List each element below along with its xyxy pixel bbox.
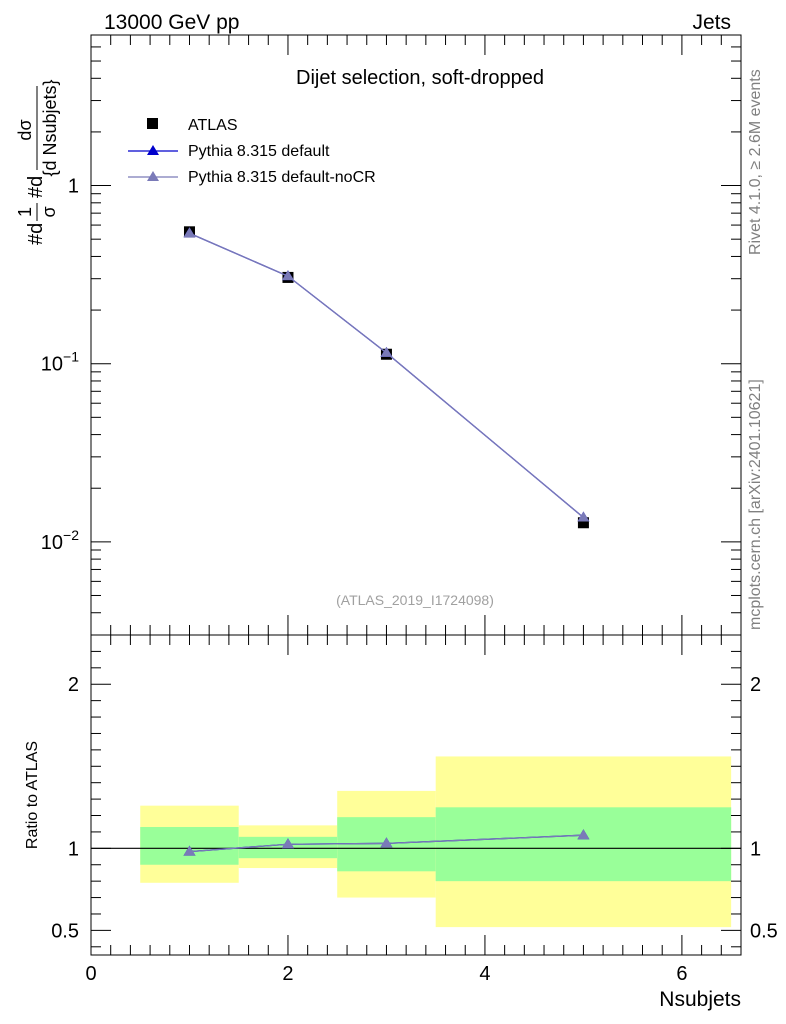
ratio-pythia-nocr-line xyxy=(189,834,584,853)
ratio-pythia-nocr-point xyxy=(577,829,590,840)
ratio-x-ticks: 0 2 4 6 xyxy=(85,635,742,985)
ratio-y-tick-label-right: 2 xyxy=(750,674,761,696)
ratio-y-tick-label-right: 0.5 xyxy=(750,920,778,942)
legend-pythia-default-label: Pythia 8.315 default xyxy=(188,143,330,160)
ratio-y-axis-label: Ratio to ATLAS xyxy=(24,741,41,849)
main-y-axis-label: #d 1 σ #d dσ {d Nsubjets} xyxy=(15,79,60,245)
pythia-default-line xyxy=(189,232,584,518)
ylabel-frac1-den: σ xyxy=(39,206,59,217)
main-y-ticks xyxy=(91,34,741,636)
main-y-tick-label-base: 1 xyxy=(68,176,79,198)
analysis-id-watermark: (ATLAS_2019_I1724098) xyxy=(336,592,494,608)
legend: ATLAS Pythia 8.315 default Pythia 8.315 … xyxy=(128,117,376,186)
main-y-tick-label-base: 10 xyxy=(41,532,63,554)
main-y-tick-label-exponent: −1 xyxy=(63,349,79,365)
main-x-ticks xyxy=(90,35,742,635)
ratio-panel: 0.5 0.5 1 1 2 2 0 2 4 6 Ratio to ATLAS Nsubjets xyxy=(24,634,778,1011)
ylabel-prefix: #d xyxy=(25,223,47,245)
main-series-group xyxy=(183,226,590,529)
pythia-nocr-point xyxy=(281,270,294,281)
main-y-tick-label: 10−2 xyxy=(41,527,79,554)
main-y-tick-labels: 110−110−2 xyxy=(41,176,79,554)
legend-pythia-default-marker xyxy=(147,145,159,155)
ratio-pythia-nocr-point xyxy=(380,837,393,848)
main-panel: Dijet selection, soft-dropped 110−110−2 … xyxy=(15,34,742,636)
atlas-data-point xyxy=(577,517,589,529)
plot-title: Dijet selection, soft-dropped xyxy=(296,67,544,89)
collision-label: 13000 GeV pp xyxy=(104,11,239,34)
ratio-y-tick-label-left: 0.5 xyxy=(51,920,79,942)
main-y-tick-label: 10−1 xyxy=(41,349,79,376)
ylabel-frac2-den: {d Nsubjets} xyxy=(40,79,60,176)
main-y-tick-label: 1 xyxy=(68,176,79,198)
main-y-tick-label-base: 10 xyxy=(41,354,63,376)
x-tick-label: 2 xyxy=(282,963,293,985)
ylabel-frac1-num: 1 xyxy=(15,207,35,217)
ratio-pythia-nocr-point xyxy=(183,845,196,856)
ratio-y-tick-label-left: 1 xyxy=(68,838,79,860)
pythia-nocr-point xyxy=(380,346,393,357)
legend-pythia-nocr-marker xyxy=(147,171,159,181)
ratio-plot-frame xyxy=(90,634,742,956)
main-y-tick-label-exponent: −2 xyxy=(63,527,79,543)
pythia-nocr-point xyxy=(577,511,590,522)
ylabel-middle: #d xyxy=(25,176,47,198)
legend-atlas-marker xyxy=(147,118,158,129)
ratio-uncertainty-bands xyxy=(140,756,732,928)
ratio-pythia-nocr-point xyxy=(281,838,294,849)
process-label: Jets xyxy=(692,11,731,34)
ratio-series-group xyxy=(183,829,590,856)
ratio-y-tick-label-left: 2 xyxy=(68,674,79,696)
legend-atlas-label: ATLAS xyxy=(188,117,238,134)
x-tick-label: 6 xyxy=(676,963,687,985)
mcplots-reference-label: mcplots.cern.ch [arXiv:2401.10621] xyxy=(747,379,764,630)
x-tick-label: 0 xyxy=(85,963,96,985)
x-axis-label: Nsubjets xyxy=(659,988,741,1011)
ylabel-frac2-num: dσ xyxy=(15,119,35,140)
ratio-y-ticks: 0.5 0.5 1 1 2 2 xyxy=(51,650,778,948)
pythia-nocr-line xyxy=(189,232,584,518)
ratio-y-tick-label-right: 1 xyxy=(750,838,761,860)
rivet-version-label: Rivet 4.1.0, ≥ 2.6M events xyxy=(747,69,764,255)
x-tick-label: 4 xyxy=(479,963,490,985)
ratio-band-inner xyxy=(435,807,732,882)
legend-pythia-nocr-label: Pythia 8.315 default-noCR xyxy=(188,169,376,186)
pythia-nocr-point xyxy=(183,227,196,238)
